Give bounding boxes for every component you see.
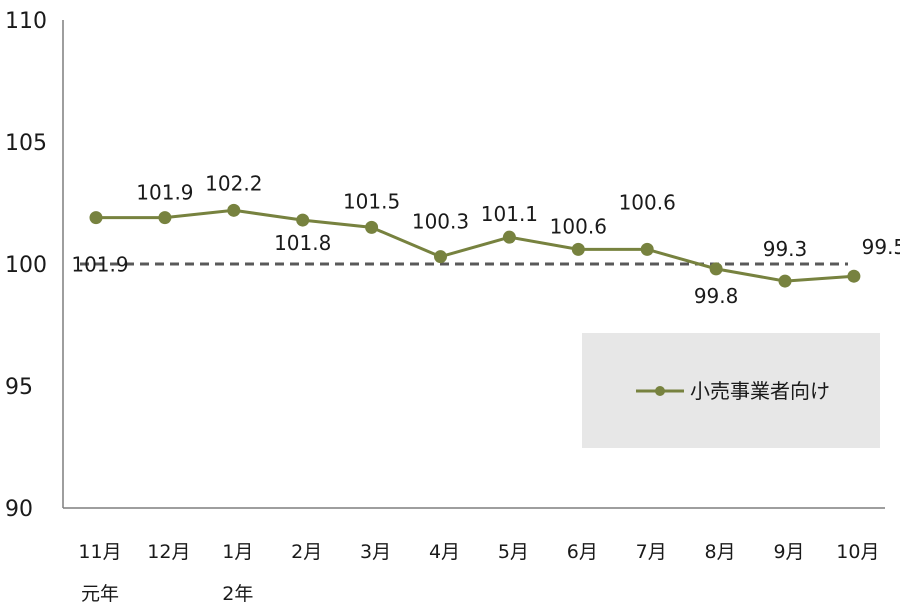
data-point [227, 203, 241, 217]
y-tick-label: 105 [5, 131, 47, 156]
x-tick-label: 1月 [222, 541, 253, 563]
data-point [502, 230, 516, 244]
data-point [709, 262, 723, 276]
data-label: 101.8 [274, 231, 331, 255]
legend-dot-marker [655, 386, 665, 396]
y-tick-label: 100 [5, 253, 47, 278]
x-tick-label: 9月 [773, 541, 804, 563]
data-label: 100.6 [550, 214, 607, 238]
data-point [89, 211, 103, 225]
x-tick-label: 12月 [147, 541, 190, 563]
x-tick-label: 5月 [498, 541, 529, 563]
data-point [640, 242, 654, 256]
x-tick-label: 2月 [291, 541, 322, 563]
data-point [434, 250, 447, 264]
x-tick-label: 4月 [429, 541, 460, 563]
data-label: 99.8 [694, 284, 739, 308]
series-layer: 101.9 101.9 102.2 101.8 101.5 100.3 101.1 100.6… [71, 171, 900, 308]
legend-entry: 小売事業者向け [690, 379, 830, 403]
data-label: 101.9 [136, 181, 193, 205]
x-tick-sublabel: 2年 [222, 583, 253, 605]
y-tick-label: 90 [5, 497, 33, 522]
data-point [158, 211, 172, 225]
data-label: 101.9 [71, 253, 128, 277]
x-tick-sublabel: 元年 [81, 583, 119, 605]
legend: 小売事業者向け [582, 333, 880, 448]
y-axis-tick-labels: 90 95 100 105 110 [5, 9, 47, 522]
y-tick-label: 95 [5, 375, 33, 400]
series-line [96, 208, 855, 283]
y-tick-label: 110 [5, 9, 47, 34]
x-tick-label: 11月 [78, 541, 121, 563]
data-point [296, 213, 310, 227]
data-label: 101.1 [481, 202, 538, 226]
data-label: 100.6 [619, 190, 676, 214]
x-tick-label: 8月 [705, 541, 736, 563]
data-label: 99.3 [763, 237, 808, 261]
x-tick-label: 6月 [567, 541, 598, 563]
data-point [571, 242, 585, 256]
data-label: 99.5 [862, 235, 900, 259]
data-point [847, 269, 861, 283]
data-label: 102.2 [205, 171, 262, 195]
x-tick-label: 3月 [360, 541, 391, 563]
data-label: 101.5 [343, 189, 400, 213]
data-point [365, 220, 379, 234]
legend-background [582, 333, 880, 448]
x-tick-label: 7月 [636, 541, 667, 563]
data-point [778, 274, 792, 288]
x-tick-label: 10月 [836, 541, 879, 563]
data-label: 100.3 [412, 210, 469, 234]
